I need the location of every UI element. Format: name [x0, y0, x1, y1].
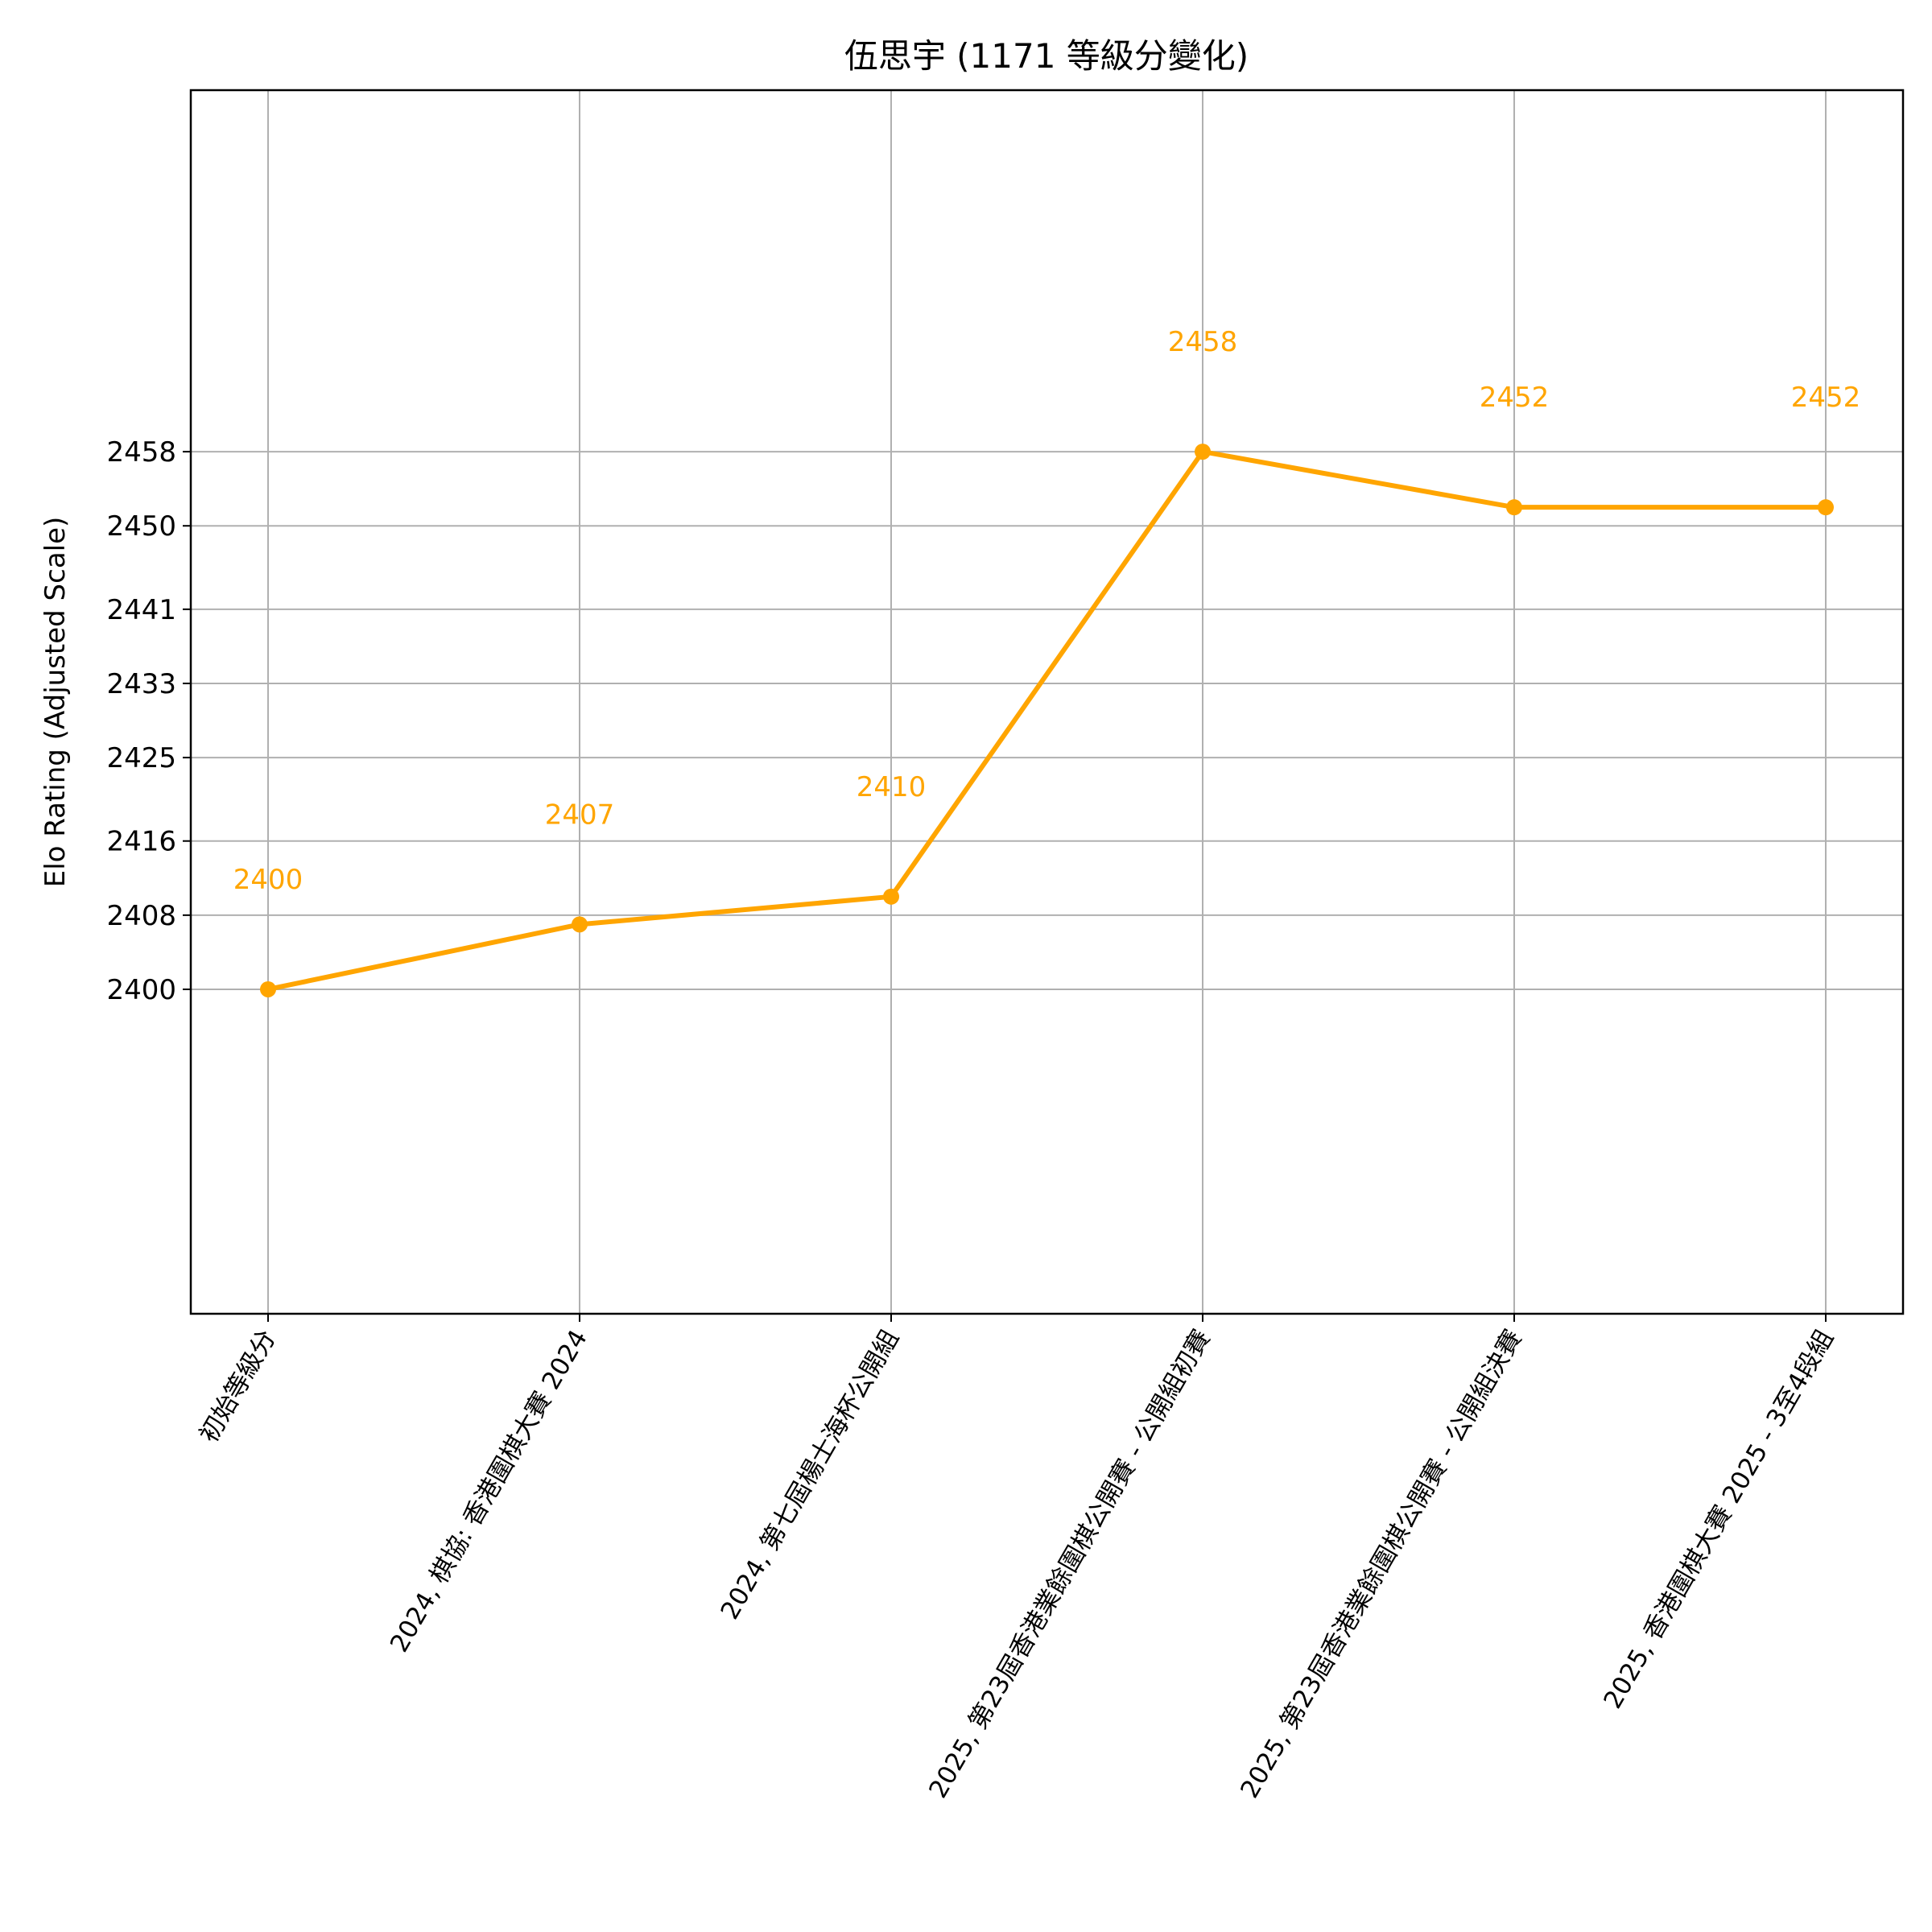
y-tick-label: 2450 [106, 510, 176, 543]
grid-layer [191, 90, 1903, 1314]
data-point [1818, 499, 1834, 516]
y-tick-label: 2441 [106, 594, 176, 626]
chart-title: 伍思宇 (1171 等級分變化) [844, 36, 1249, 76]
y-tick-label: 2408 [106, 900, 176, 932]
y-tick-label: 2425 [106, 742, 176, 774]
data-point [1195, 444, 1211, 460]
y-axis-label: Elo Rating (Adjusted Scale) [39, 517, 72, 888]
data-label: 2410 [857, 771, 927, 803]
series-line [266, 449, 1828, 992]
data-label: 2400 [233, 864, 303, 896]
data-label: 2407 [545, 799, 615, 831]
plot-frame [189, 89, 1905, 1315]
series-layer: 2400 2407 2410 2458 2452 2452 [233, 326, 1861, 997]
data-label: 2458 [1168, 326, 1238, 358]
y-tick-label: 2458 [106, 436, 176, 469]
data-point [572, 916, 588, 933]
data-label: 2452 [1791, 382, 1861, 414]
y-tick-label: 2433 [106, 668, 176, 700]
data-point [260, 980, 276, 997]
y-tick-label: 2400 [106, 974, 176, 1006]
y-tick-label: 2416 [106, 826, 176, 858]
data-point [883, 888, 899, 905]
data-point [1506, 499, 1522, 516]
data-label: 2452 [1480, 382, 1550, 414]
